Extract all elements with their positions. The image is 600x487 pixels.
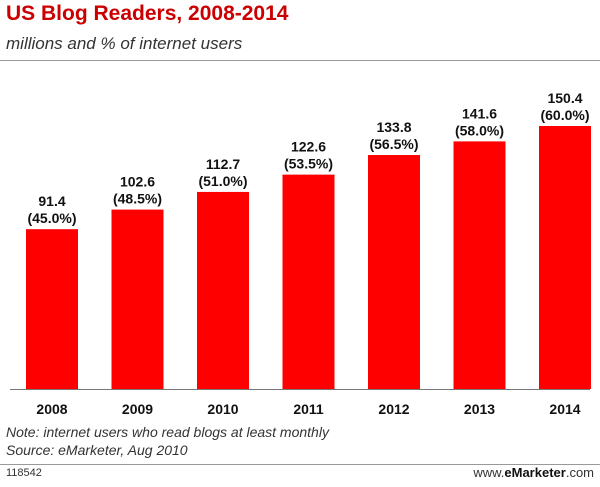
value-label-2014: 150.4 — [547, 90, 582, 106]
top-divider — [0, 60, 600, 61]
chart-note: Note: internet users who read blogs at l… — [6, 424, 329, 440]
value-label-2010: 112.7 — [206, 156, 240, 172]
percent-label-2009: (48.5%) — [113, 191, 162, 207]
chart-id: 118542 — [6, 467, 42, 479]
x-tick-label-2009: 2009 — [122, 401, 153, 417]
x-tick-label-2014: 2014 — [549, 401, 580, 417]
x-tick-label-2011: 2011 — [293, 401, 324, 417]
bar-2013 — [453, 141, 506, 389]
percent-label-2012: (56.5%) — [369, 136, 418, 152]
bar-2011 — [282, 174, 335, 389]
x-tick-label-2012: 2012 — [378, 401, 409, 417]
brand-prefix: www. — [473, 465, 505, 480]
value-label-2011: 122.6 — [291, 139, 326, 155]
bottom-divider — [0, 464, 600, 465]
chart-source: Source: eMarketer, Aug 2010 — [6, 442, 188, 458]
chart-subtitle: millions and % of internet users — [6, 34, 243, 53]
brand-suffix: .com — [565, 465, 594, 480]
value-label-2012: 133.8 — [376, 119, 411, 135]
bar-2008 — [26, 229, 78, 389]
value-label-2009: 102.6 — [120, 174, 155, 190]
bar-2012 — [368, 155, 420, 389]
value-label-2013: 141.6 — [462, 105, 497, 121]
bar-2010 — [197, 191, 249, 389]
brand-name: eMarketer — [504, 465, 566, 480]
x-tick-label-2008: 2008 — [36, 401, 67, 417]
percent-label-2010: (51.0%) — [198, 173, 247, 189]
bar-2014 — [539, 126, 591, 389]
percent-label-2008: (45.0%) — [27, 210, 76, 226]
x-tick-label-2013: 2013 — [464, 401, 495, 417]
x-tick-label-2010: 2010 — [207, 401, 238, 417]
value-label-2008: 91.4 — [38, 193, 65, 209]
bar-2009 — [111, 209, 164, 389]
percent-label-2013: (58.0%) — [455, 122, 504, 138]
percent-label-2011: (53.5%) — [284, 156, 333, 172]
percent-label-2014: (60.0%) — [540, 107, 589, 123]
brand-link[interactable]: www.eMarketer.com — [473, 465, 594, 480]
chart-title: US Blog Readers, 2008-2014 — [6, 2, 289, 25]
